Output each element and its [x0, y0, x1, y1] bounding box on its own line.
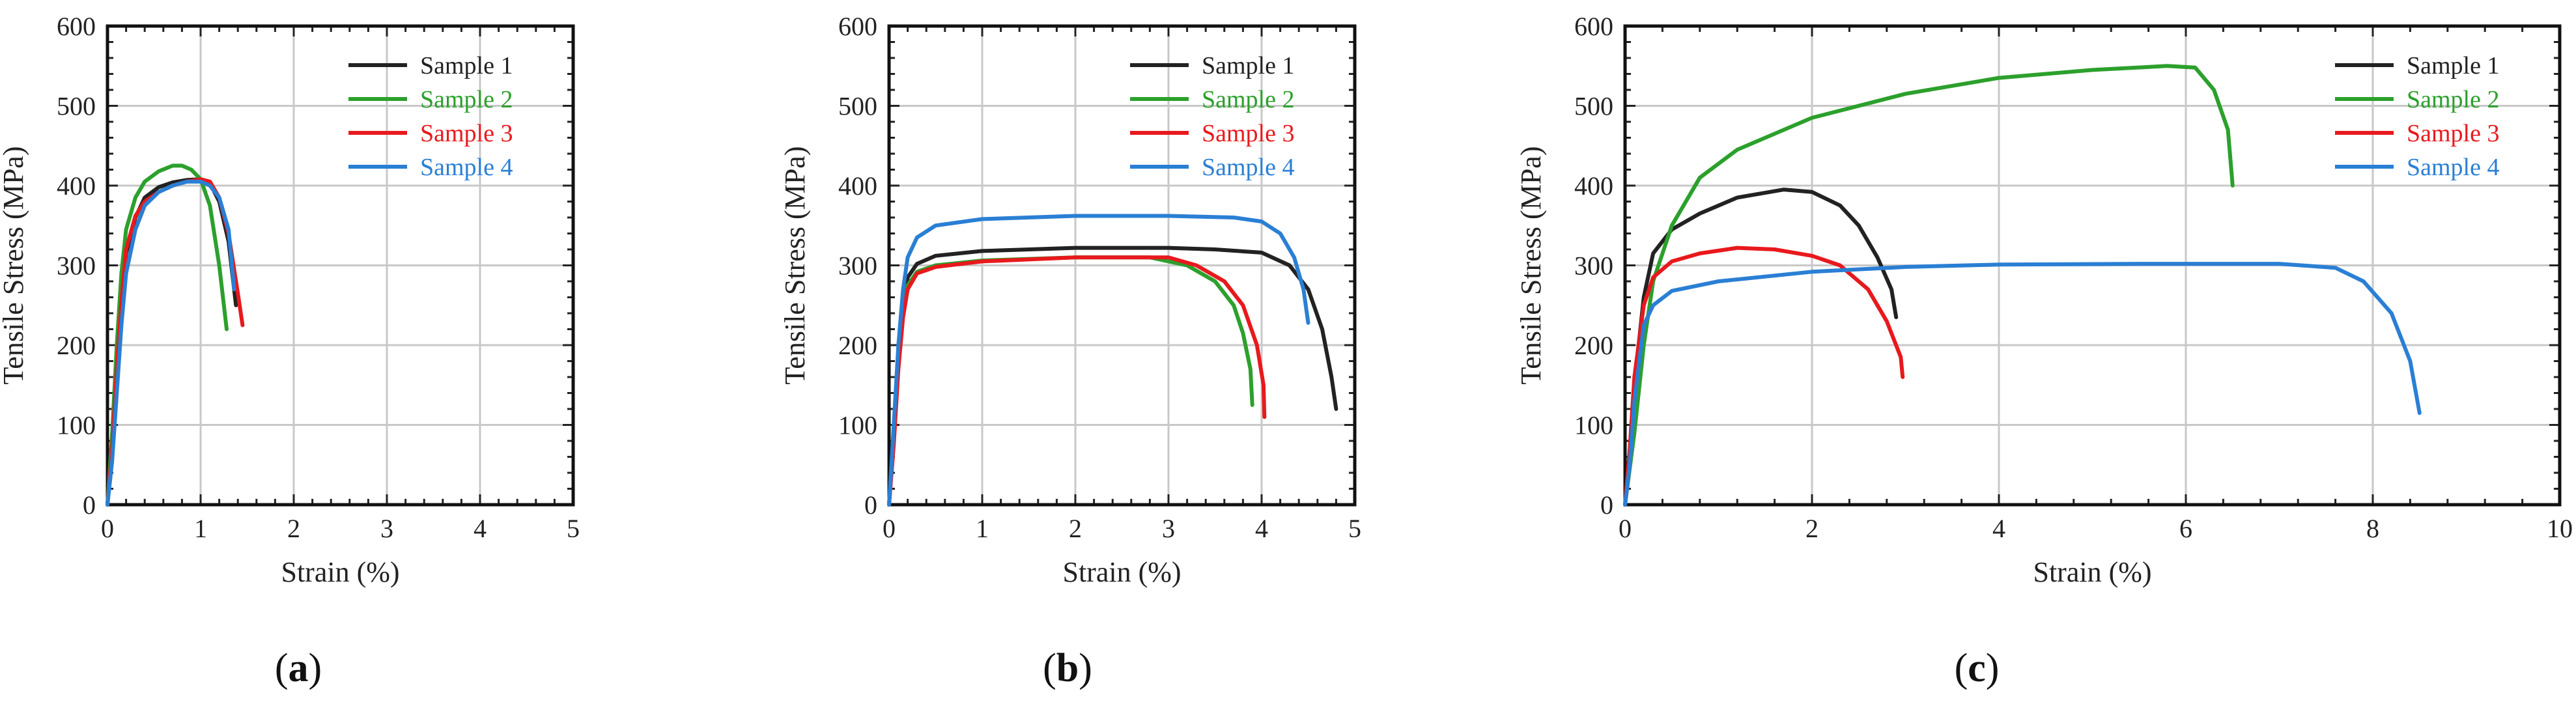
chart-panel-b: 0 1 2 3 4 5 0 100 200 300 400 500 600 Strain (%) Tensi… [779, 12, 1361, 588]
x-tick-label: 2 [1069, 514, 1082, 543]
y-tick-label: 100 [57, 411, 96, 440]
y-tick-label: 300 [57, 251, 96, 281]
y-tick-label: 100 [838, 411, 877, 440]
legend-label: Sample 3 [420, 120, 513, 147]
legend-label: Sample 1 [2407, 52, 2499, 79]
x-tick-label: 0 [1619, 514, 1632, 543]
x-axis-label: Strain (%) [2033, 556, 2151, 588]
y-tick-label: 0 [1600, 490, 1613, 520]
y-tick-label: 400 [1574, 171, 1613, 201]
legend-label: Sample 2 [1202, 86, 1294, 113]
y-tick-label: 0 [864, 490, 877, 520]
x-tick-label: 3 [1162, 514, 1175, 543]
x-tick-label: 0 [101, 514, 114, 543]
y-tick-label: 0 [83, 490, 96, 520]
legend-label: Sample 1 [1202, 52, 1294, 79]
series-line-sample-4 [106, 179, 236, 507]
y-tick-label: 200 [1574, 331, 1613, 360]
panel-label-c: (c) [1954, 646, 2000, 690]
legend-label: Sample 4 [2407, 154, 2499, 181]
legend-label: Sample 3 [1202, 120, 1294, 147]
x-tick-label: 4 [1992, 514, 2005, 543]
y-tick-label: 300 [1574, 251, 1613, 281]
y-axis-label: Tensile Stress (MPa) [0, 147, 29, 385]
y-axis-label: Tensile Stress (MPa) [1515, 147, 1547, 385]
y-tick-label: 600 [1574, 12, 1613, 41]
y-tick-label: 400 [838, 171, 877, 201]
x-tick-label: 4 [1255, 514, 1268, 543]
y-tick-label: 600 [57, 12, 96, 41]
series-line-sample-3 [887, 255, 1267, 507]
series-line-sample-1 [1623, 188, 1899, 507]
x-tick-label: 4 [474, 514, 487, 543]
legend-label: Sample 4 [1202, 154, 1294, 181]
chart-panel-a: 0 1 2 3 4 5 0 100 200 300 400 500 600 Strain (%) Tensi… [0, 12, 580, 588]
series-line-sample-2 [106, 163, 229, 507]
legend-label: Sample 2 [420, 86, 513, 113]
series-line-sample-2 [1623, 64, 2235, 507]
legend-label: Sample 3 [2407, 120, 2499, 147]
x-tick-label: 2 [1805, 514, 1819, 543]
y-tick-label: 300 [838, 251, 877, 281]
series-line-sample-2 [887, 255, 1254, 507]
y-tick-label: 500 [57, 92, 96, 121]
x-tick-label: 2 [287, 514, 300, 543]
x-axis-label: Strain (%) [281, 556, 399, 588]
panel-label-b: (b) [1043, 646, 1092, 690]
y-tick-label: 500 [1574, 92, 1613, 121]
x-tick-label: 3 [380, 514, 393, 543]
legend-label: Sample 2 [2407, 86, 2499, 113]
y-tick-label: 500 [838, 92, 877, 121]
y-tick-label: 400 [57, 171, 96, 201]
panel-label-a: (a) [274, 646, 322, 690]
y-axis-label: Tensile Stress (MPa) [779, 147, 811, 385]
x-tick-label: 5 [1348, 514, 1361, 543]
plot-frame [106, 24, 575, 507]
series-line-sample-3 [1623, 246, 1905, 507]
plot-frame [887, 24, 1357, 507]
series-line-sample-1 [887, 246, 1338, 507]
x-tick-label: 6 [2179, 514, 2192, 543]
x-tick-label: 5 [567, 514, 580, 543]
x-tick-label: 8 [2366, 514, 2379, 543]
legend-label: Sample 4 [420, 154, 513, 181]
legend-label: Sample 1 [420, 52, 513, 79]
series-line-sample-4 [1623, 262, 2422, 507]
x-axis-label: Strain (%) [1062, 556, 1181, 588]
y-tick-label: 100 [1574, 411, 1613, 440]
x-tick-label: 1 [194, 514, 207, 543]
x-tick-label: 1 [976, 514, 989, 543]
y-tick-label: 200 [838, 331, 877, 360]
plot-frame [1623, 24, 2562, 507]
series-line-sample-4 [887, 214, 1310, 507]
x-tick-label: 0 [883, 514, 896, 543]
y-tick-label: 200 [57, 331, 96, 360]
x-tick-label: 10 [2547, 514, 2573, 543]
y-tick-label: 600 [838, 12, 877, 41]
